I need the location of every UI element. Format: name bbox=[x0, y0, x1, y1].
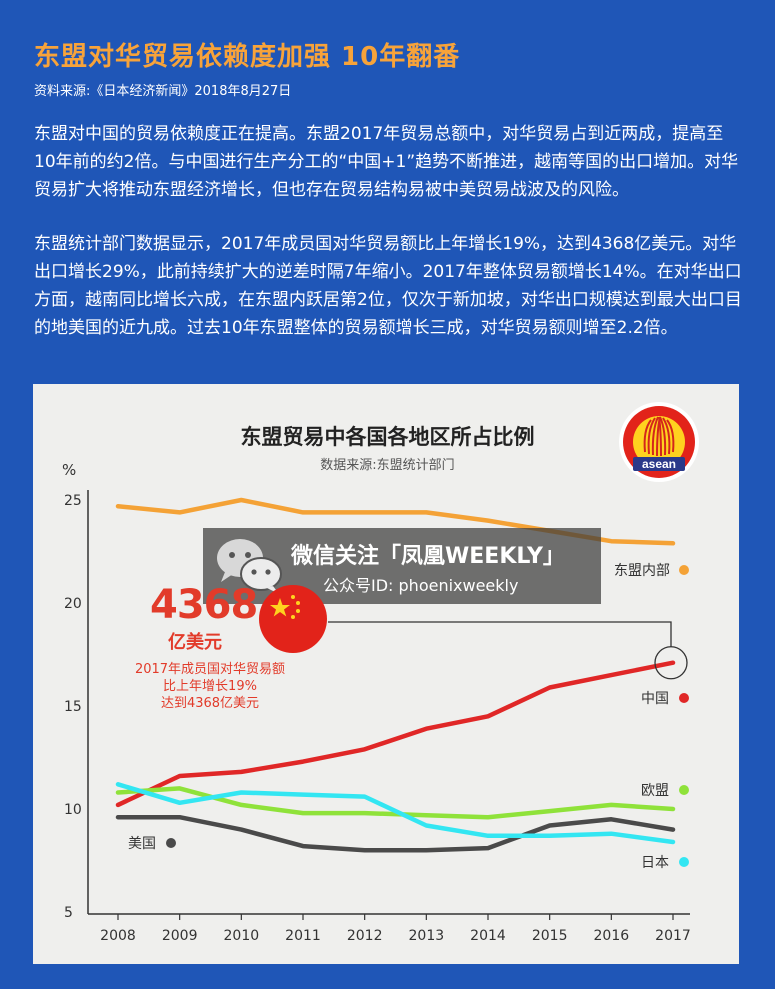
series-line bbox=[115, 660, 676, 808]
y-axis-label: % bbox=[62, 461, 76, 479]
legend-dot bbox=[679, 565, 689, 575]
highlight-number: 4368 bbox=[150, 582, 258, 628]
x-tick-label: 2010 bbox=[224, 928, 260, 944]
asean-logo: asean bbox=[619, 402, 699, 482]
series-line bbox=[115, 782, 676, 845]
series-line bbox=[115, 814, 676, 853]
leader-line bbox=[328, 621, 672, 647]
y-tick-label: 15 bbox=[64, 699, 82, 715]
legend-dot bbox=[679, 693, 689, 703]
x-tick-label: 2014 bbox=[470, 928, 506, 944]
chart-title: 东盟贸易中各国各地区所占比例 bbox=[240, 425, 535, 449]
x-tick-label: 2012 bbox=[347, 928, 383, 944]
chart-subtitle: 数据来源:东盟统计部门 bbox=[320, 458, 455, 473]
note-line: 2017年成员国对华贸易额 bbox=[134, 662, 286, 677]
x-tick-label: 2017 bbox=[655, 928, 691, 944]
y-tick-label: 10 bbox=[64, 802, 82, 818]
wechat-watermark: 微信关注「凤凰WEEKLY」 公众号ID: phoenixweekly bbox=[203, 528, 601, 604]
note-line: 比上年增长19% bbox=[163, 679, 257, 694]
x-tick-label: 2008 bbox=[100, 928, 136, 944]
x-tick-label: 2015 bbox=[532, 928, 568, 944]
intro-paragraph: 东盟对中国的贸易依赖度正在提高。东盟2017年贸易总额中，对华贸易占到近两成，提… bbox=[34, 124, 739, 200]
series-label: 美国 bbox=[128, 836, 156, 852]
note-line: 达到4368亿美元 bbox=[160, 696, 260, 711]
logo-lettering: asean bbox=[642, 457, 676, 471]
x-tick-label: 2009 bbox=[162, 928, 198, 944]
legend-dot bbox=[166, 838, 176, 848]
source-line: 资料来源:《日本经济新闻》2018年8月27日 bbox=[34, 84, 292, 99]
x-tick-label: 2011 bbox=[285, 928, 321, 944]
highlight-note: 2017年成员国对华贸易额 比上年增长19% 达到4368亿美元 bbox=[110, 661, 310, 712]
watermark-line1: 微信关注「凤凰WEEKLY」 bbox=[291, 544, 565, 569]
highlight-unit: 亿美元 bbox=[168, 632, 222, 653]
y-tick-label: 20 bbox=[64, 596, 82, 612]
x-tick-label: 2013 bbox=[409, 928, 445, 944]
wechat-icon bbox=[217, 539, 282, 594]
x-tick-label: 2016 bbox=[594, 928, 630, 944]
series-label: 日本 bbox=[641, 855, 669, 871]
watermark-line2: 公众号ID: phoenixweekly bbox=[323, 576, 519, 595]
series-label: 欧盟 bbox=[641, 783, 669, 799]
detail-paragraph: 东盟统计部门数据显示，2017年成员国对华贸易额比上年增长19%，达到4368亿… bbox=[34, 234, 742, 338]
page-title: 东盟对华贸易依赖度加强 10年翻番 bbox=[34, 42, 461, 72]
y-tick-label: 5 bbox=[64, 905, 73, 921]
legend-dot bbox=[679, 785, 689, 795]
series-label: 东盟内部 bbox=[614, 563, 670, 579]
y-tick-label: 25 bbox=[64, 493, 82, 509]
series-label: 中国 bbox=[641, 691, 669, 707]
legend-dot bbox=[679, 857, 689, 867]
china-flag-icon bbox=[259, 585, 327, 653]
